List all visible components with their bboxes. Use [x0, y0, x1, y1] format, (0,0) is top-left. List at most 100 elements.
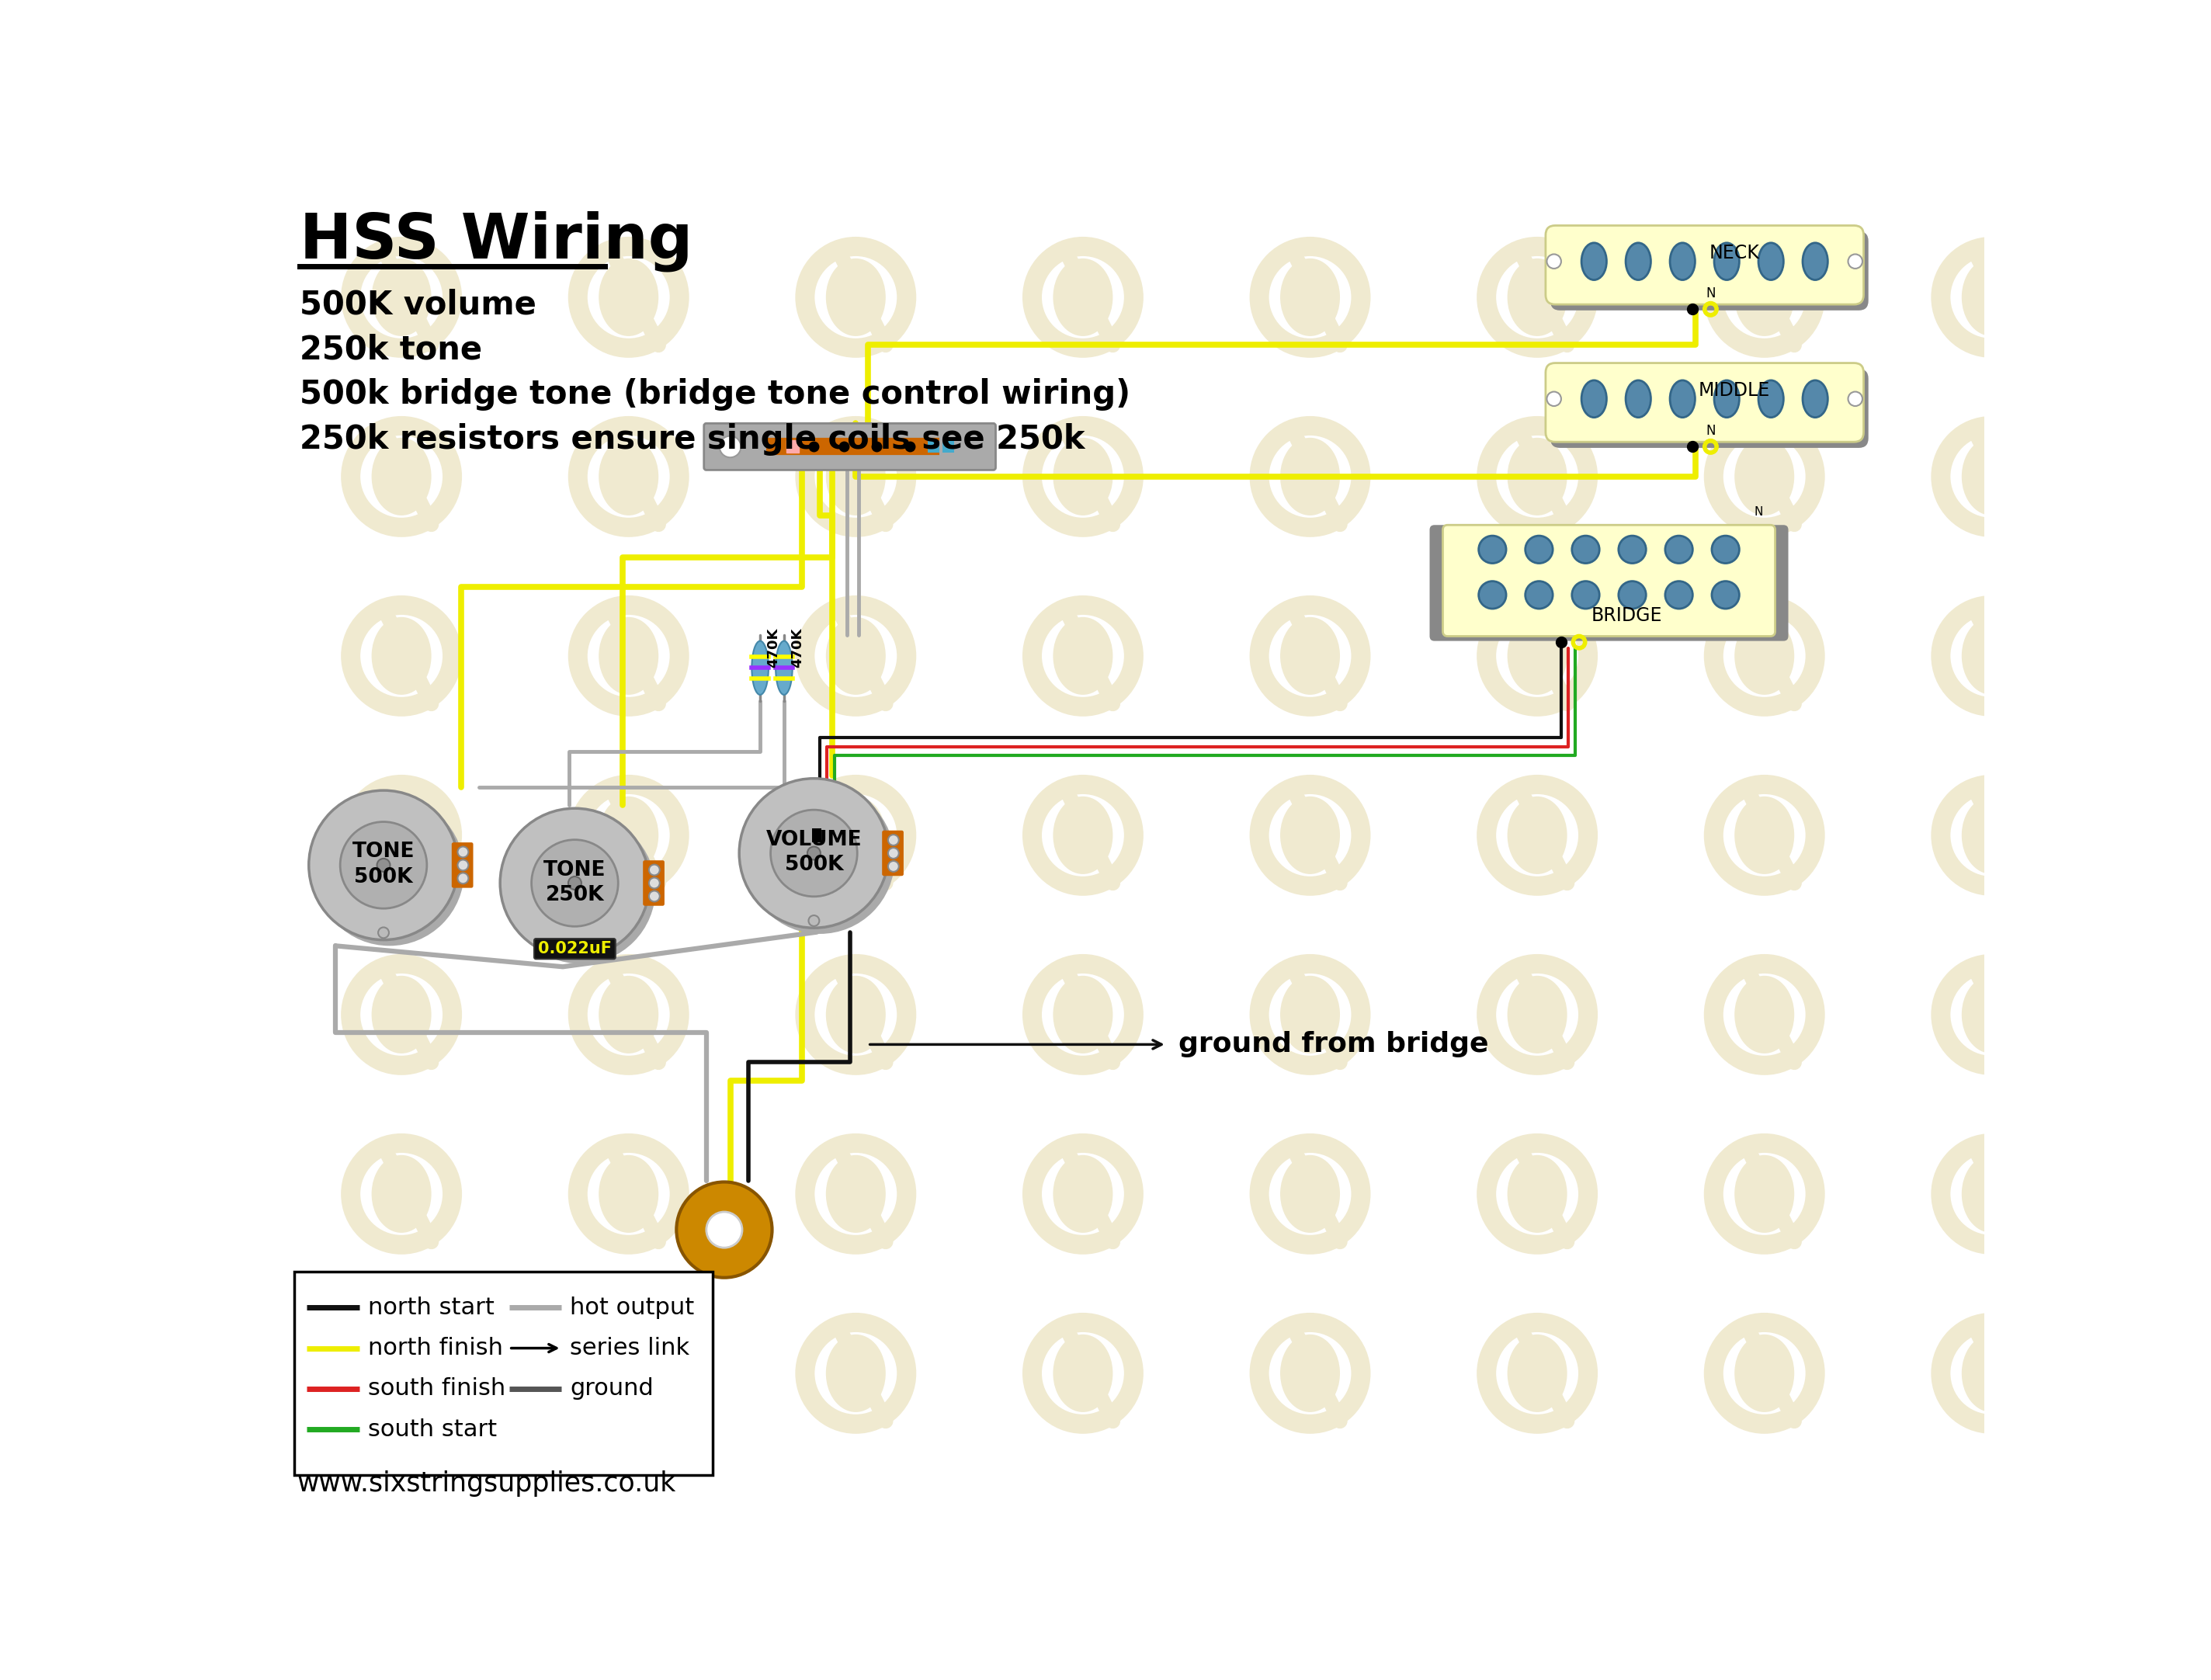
Text: 500K: 500K: [354, 867, 413, 887]
Text: ground from bridge: ground from bridge: [1178, 1032, 1488, 1058]
Ellipse shape: [1714, 244, 1740, 281]
Text: TONE: TONE: [352, 842, 416, 862]
Ellipse shape: [827, 617, 887, 696]
Ellipse shape: [599, 259, 659, 336]
Ellipse shape: [599, 617, 659, 696]
Circle shape: [568, 877, 581, 890]
FancyBboxPatch shape: [1545, 363, 1864, 442]
Circle shape: [500, 808, 650, 958]
Ellipse shape: [1572, 536, 1599, 563]
FancyBboxPatch shape: [1550, 370, 1868, 449]
Ellipse shape: [1052, 976, 1112, 1053]
Ellipse shape: [1280, 796, 1340, 874]
Ellipse shape: [1711, 581, 1740, 608]
Circle shape: [650, 890, 659, 902]
Circle shape: [809, 916, 820, 926]
Circle shape: [1848, 254, 1862, 269]
Text: NECK: NECK: [1709, 244, 1760, 262]
FancyBboxPatch shape: [451, 842, 473, 887]
FancyBboxPatch shape: [926, 440, 940, 452]
Ellipse shape: [1802, 244, 1828, 281]
Ellipse shape: [1961, 1334, 2021, 1413]
Ellipse shape: [1669, 380, 1696, 417]
Text: N: N: [1705, 423, 1716, 438]
Circle shape: [889, 835, 900, 845]
Ellipse shape: [1280, 1156, 1340, 1233]
Ellipse shape: [1733, 438, 1795, 516]
Text: ground: ground: [570, 1378, 654, 1399]
Ellipse shape: [827, 438, 887, 516]
Ellipse shape: [1669, 244, 1696, 281]
Text: 500k bridge tone (bridge tone control wiring): 500k bridge tone (bridge tone control wi…: [301, 378, 1130, 410]
Text: 470K: 470K: [789, 628, 805, 669]
Ellipse shape: [1508, 259, 1568, 336]
Text: N: N: [1705, 286, 1716, 301]
Ellipse shape: [599, 796, 659, 874]
Ellipse shape: [1526, 536, 1552, 563]
FancyBboxPatch shape: [942, 440, 955, 452]
Text: north finish: north finish: [367, 1337, 504, 1359]
Circle shape: [807, 847, 820, 860]
Ellipse shape: [371, 617, 431, 696]
FancyBboxPatch shape: [1444, 524, 1775, 637]
Ellipse shape: [827, 1334, 887, 1413]
Ellipse shape: [371, 1156, 431, 1233]
Ellipse shape: [1625, 380, 1652, 417]
Ellipse shape: [1508, 1334, 1568, 1413]
Circle shape: [531, 840, 619, 926]
Ellipse shape: [1052, 1156, 1112, 1233]
Circle shape: [677, 1183, 772, 1277]
Ellipse shape: [1280, 438, 1340, 516]
Ellipse shape: [1961, 796, 2021, 874]
Text: south finish: south finish: [367, 1378, 506, 1399]
Ellipse shape: [1618, 536, 1645, 563]
Ellipse shape: [1479, 536, 1506, 563]
Ellipse shape: [1052, 796, 1112, 874]
Ellipse shape: [371, 796, 431, 874]
Text: series link: series link: [570, 1337, 690, 1359]
Ellipse shape: [1508, 438, 1568, 516]
Ellipse shape: [1711, 536, 1740, 563]
Ellipse shape: [1733, 259, 1795, 336]
Text: 250k tone: 250k tone: [301, 333, 482, 366]
Ellipse shape: [1758, 244, 1784, 281]
Ellipse shape: [827, 1156, 887, 1233]
Ellipse shape: [1733, 1334, 1795, 1413]
Ellipse shape: [599, 1156, 659, 1233]
FancyBboxPatch shape: [535, 939, 615, 959]
Text: N: N: [1753, 506, 1762, 517]
Ellipse shape: [1280, 259, 1340, 336]
Ellipse shape: [1280, 976, 1340, 1053]
Circle shape: [506, 815, 654, 964]
Ellipse shape: [1665, 581, 1694, 608]
Ellipse shape: [371, 1334, 431, 1413]
Circle shape: [378, 927, 389, 937]
Circle shape: [650, 877, 659, 889]
Circle shape: [458, 860, 469, 870]
Circle shape: [772, 810, 858, 897]
Ellipse shape: [1714, 380, 1740, 417]
Text: 250K: 250K: [546, 885, 604, 906]
Ellipse shape: [1280, 617, 1340, 696]
Text: 500K: 500K: [785, 855, 842, 875]
Circle shape: [650, 865, 659, 875]
Text: south start: south start: [367, 1418, 497, 1441]
Ellipse shape: [599, 438, 659, 516]
Ellipse shape: [599, 1334, 659, 1413]
Ellipse shape: [1733, 796, 1795, 874]
Ellipse shape: [599, 976, 659, 1053]
Ellipse shape: [1733, 1156, 1795, 1233]
Circle shape: [1548, 391, 1561, 407]
Ellipse shape: [1052, 438, 1112, 516]
Circle shape: [310, 790, 458, 939]
FancyBboxPatch shape: [1545, 225, 1864, 304]
Ellipse shape: [371, 259, 431, 336]
Ellipse shape: [1508, 796, 1568, 874]
Text: VOLUME: VOLUME: [765, 830, 862, 850]
Circle shape: [458, 847, 469, 857]
Ellipse shape: [1802, 380, 1828, 417]
Ellipse shape: [1052, 617, 1112, 696]
Text: www.sixstringsupplies.co.uk: www.sixstringsupplies.co.uk: [296, 1470, 677, 1497]
Ellipse shape: [1625, 244, 1652, 281]
Ellipse shape: [1618, 581, 1645, 608]
